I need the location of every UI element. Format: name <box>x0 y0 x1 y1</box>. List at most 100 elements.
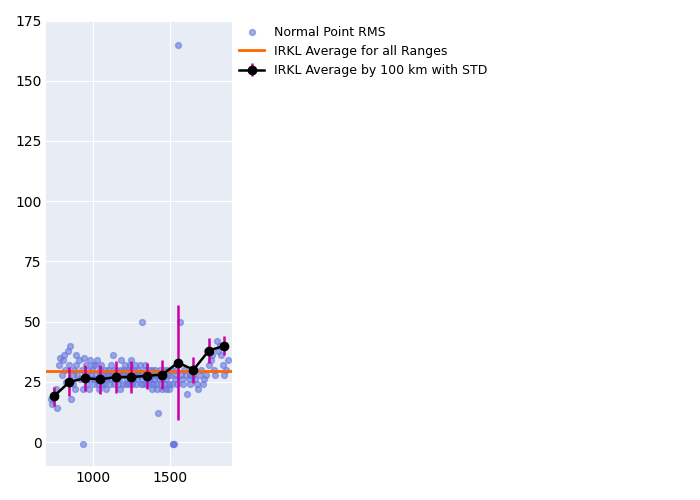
Normal Point RMS <box>90 370 101 378</box>
Normal Point RMS <box>70 352 81 360</box>
Normal Point RMS <box>59 352 70 360</box>
Normal Point RMS <box>111 366 122 374</box>
Normal Point RMS <box>64 342 76 349</box>
Normal Point RMS <box>147 385 158 393</box>
Normal Point RMS <box>193 385 204 393</box>
Normal Point RMS <box>104 380 116 388</box>
Normal Point RMS <box>155 366 166 374</box>
Normal Point RMS <box>71 370 83 378</box>
Normal Point RMS <box>81 380 92 388</box>
Normal Point RMS <box>107 352 118 360</box>
Normal Point RMS <box>208 366 219 374</box>
Normal Point RMS <box>142 370 153 378</box>
Normal Point RMS <box>167 440 178 448</box>
Normal Point RMS <box>87 361 98 369</box>
Normal Point RMS <box>148 376 160 384</box>
Normal Point RMS <box>177 380 188 388</box>
Normal Point RMS <box>50 385 61 393</box>
Normal Point RMS <box>166 380 177 388</box>
Normal Point RMS <box>118 366 130 374</box>
Normal Point RMS <box>169 376 181 384</box>
Normal Point RMS <box>133 366 144 374</box>
Normal Point RMS <box>211 337 223 345</box>
Normal Point RMS <box>96 361 107 369</box>
Normal Point RMS <box>116 356 127 364</box>
Normal Point RMS <box>99 366 111 374</box>
Normal Point RMS <box>61 378 72 386</box>
Normal Point RMS <box>135 380 146 388</box>
Normal Point RMS <box>86 366 97 374</box>
Normal Point RMS <box>106 376 117 384</box>
Normal Point RMS <box>85 376 96 384</box>
Normal Point RMS <box>130 361 141 369</box>
Normal Point RMS <box>47 400 58 407</box>
Normal Point RMS <box>155 380 167 388</box>
Normal Point RMS <box>130 380 141 388</box>
Normal Point RMS <box>90 361 101 369</box>
Normal Point RMS <box>150 366 161 374</box>
Legend: Normal Point RMS, IRKL Average for all Ranges, IRKL Average by 100 km with STD: Normal Point RMS, IRKL Average for all R… <box>234 20 492 82</box>
Normal Point RMS <box>217 361 228 369</box>
Normal Point RMS <box>75 376 86 384</box>
Normal Point RMS <box>162 366 173 374</box>
Normal Point RMS <box>92 380 104 388</box>
Normal Point RMS <box>123 380 134 388</box>
Normal Point RMS <box>52 404 63 412</box>
Normal Point RMS <box>89 380 100 388</box>
Normal Point RMS <box>125 361 136 369</box>
Normal Point RMS <box>216 352 227 360</box>
Normal Point RMS <box>121 376 132 384</box>
Normal Point RMS <box>168 440 179 448</box>
Normal Point RMS <box>161 376 172 384</box>
Normal Point RMS <box>174 318 185 326</box>
Normal Point RMS <box>104 370 115 378</box>
Normal Point RMS <box>129 370 140 378</box>
Normal Point RMS <box>194 370 205 378</box>
Normal Point RMS <box>132 370 144 378</box>
Normal Point RMS <box>152 409 163 417</box>
Normal Point RMS <box>113 376 125 384</box>
Normal Point RMS <box>71 361 82 369</box>
Normal Point RMS <box>188 370 199 378</box>
Normal Point RMS <box>184 370 195 378</box>
Normal Point RMS <box>202 346 213 354</box>
Normal Point RMS <box>154 370 165 378</box>
Normal Point RMS <box>137 380 148 388</box>
Normal Point RMS <box>56 370 67 378</box>
Normal Point RMS <box>77 440 88 448</box>
Normal Point RMS <box>205 356 216 364</box>
Normal Point RMS <box>143 366 154 374</box>
Normal Point RMS <box>97 370 108 378</box>
Normal Point RMS <box>164 370 176 378</box>
Normal Point RMS <box>46 394 57 402</box>
Normal Point RMS <box>111 370 122 378</box>
Normal Point RMS <box>99 380 110 388</box>
Normal Point RMS <box>126 366 137 374</box>
Normal Point RMS <box>65 394 76 402</box>
Normal Point RMS <box>162 370 174 378</box>
Normal Point RMS <box>68 370 79 378</box>
Normal Point RMS <box>64 361 75 369</box>
Normal Point RMS <box>172 380 183 388</box>
Normal Point RMS <box>120 361 131 369</box>
Normal Point RMS <box>101 370 112 378</box>
Normal Point RMS <box>222 356 233 364</box>
Normal Point RMS <box>98 376 109 384</box>
Normal Point RMS <box>83 385 94 393</box>
Normal Point RMS <box>157 376 168 384</box>
Normal Point RMS <box>134 361 146 369</box>
Normal Point RMS <box>165 366 176 374</box>
Normal Point RMS <box>115 366 126 374</box>
Normal Point RMS <box>160 385 172 393</box>
Normal Point RMS <box>93 385 104 393</box>
Normal Point RMS <box>57 356 69 364</box>
Normal Point RMS <box>92 376 103 384</box>
Normal Point RMS <box>195 366 206 374</box>
Normal Point RMS <box>79 370 90 378</box>
Normal Point RMS <box>213 346 224 354</box>
Normal Point RMS <box>102 376 113 384</box>
Normal Point RMS <box>180 370 191 378</box>
Normal Point RMS <box>67 380 78 388</box>
Normal Point RMS <box>136 318 148 326</box>
Normal Point RMS <box>88 376 99 384</box>
